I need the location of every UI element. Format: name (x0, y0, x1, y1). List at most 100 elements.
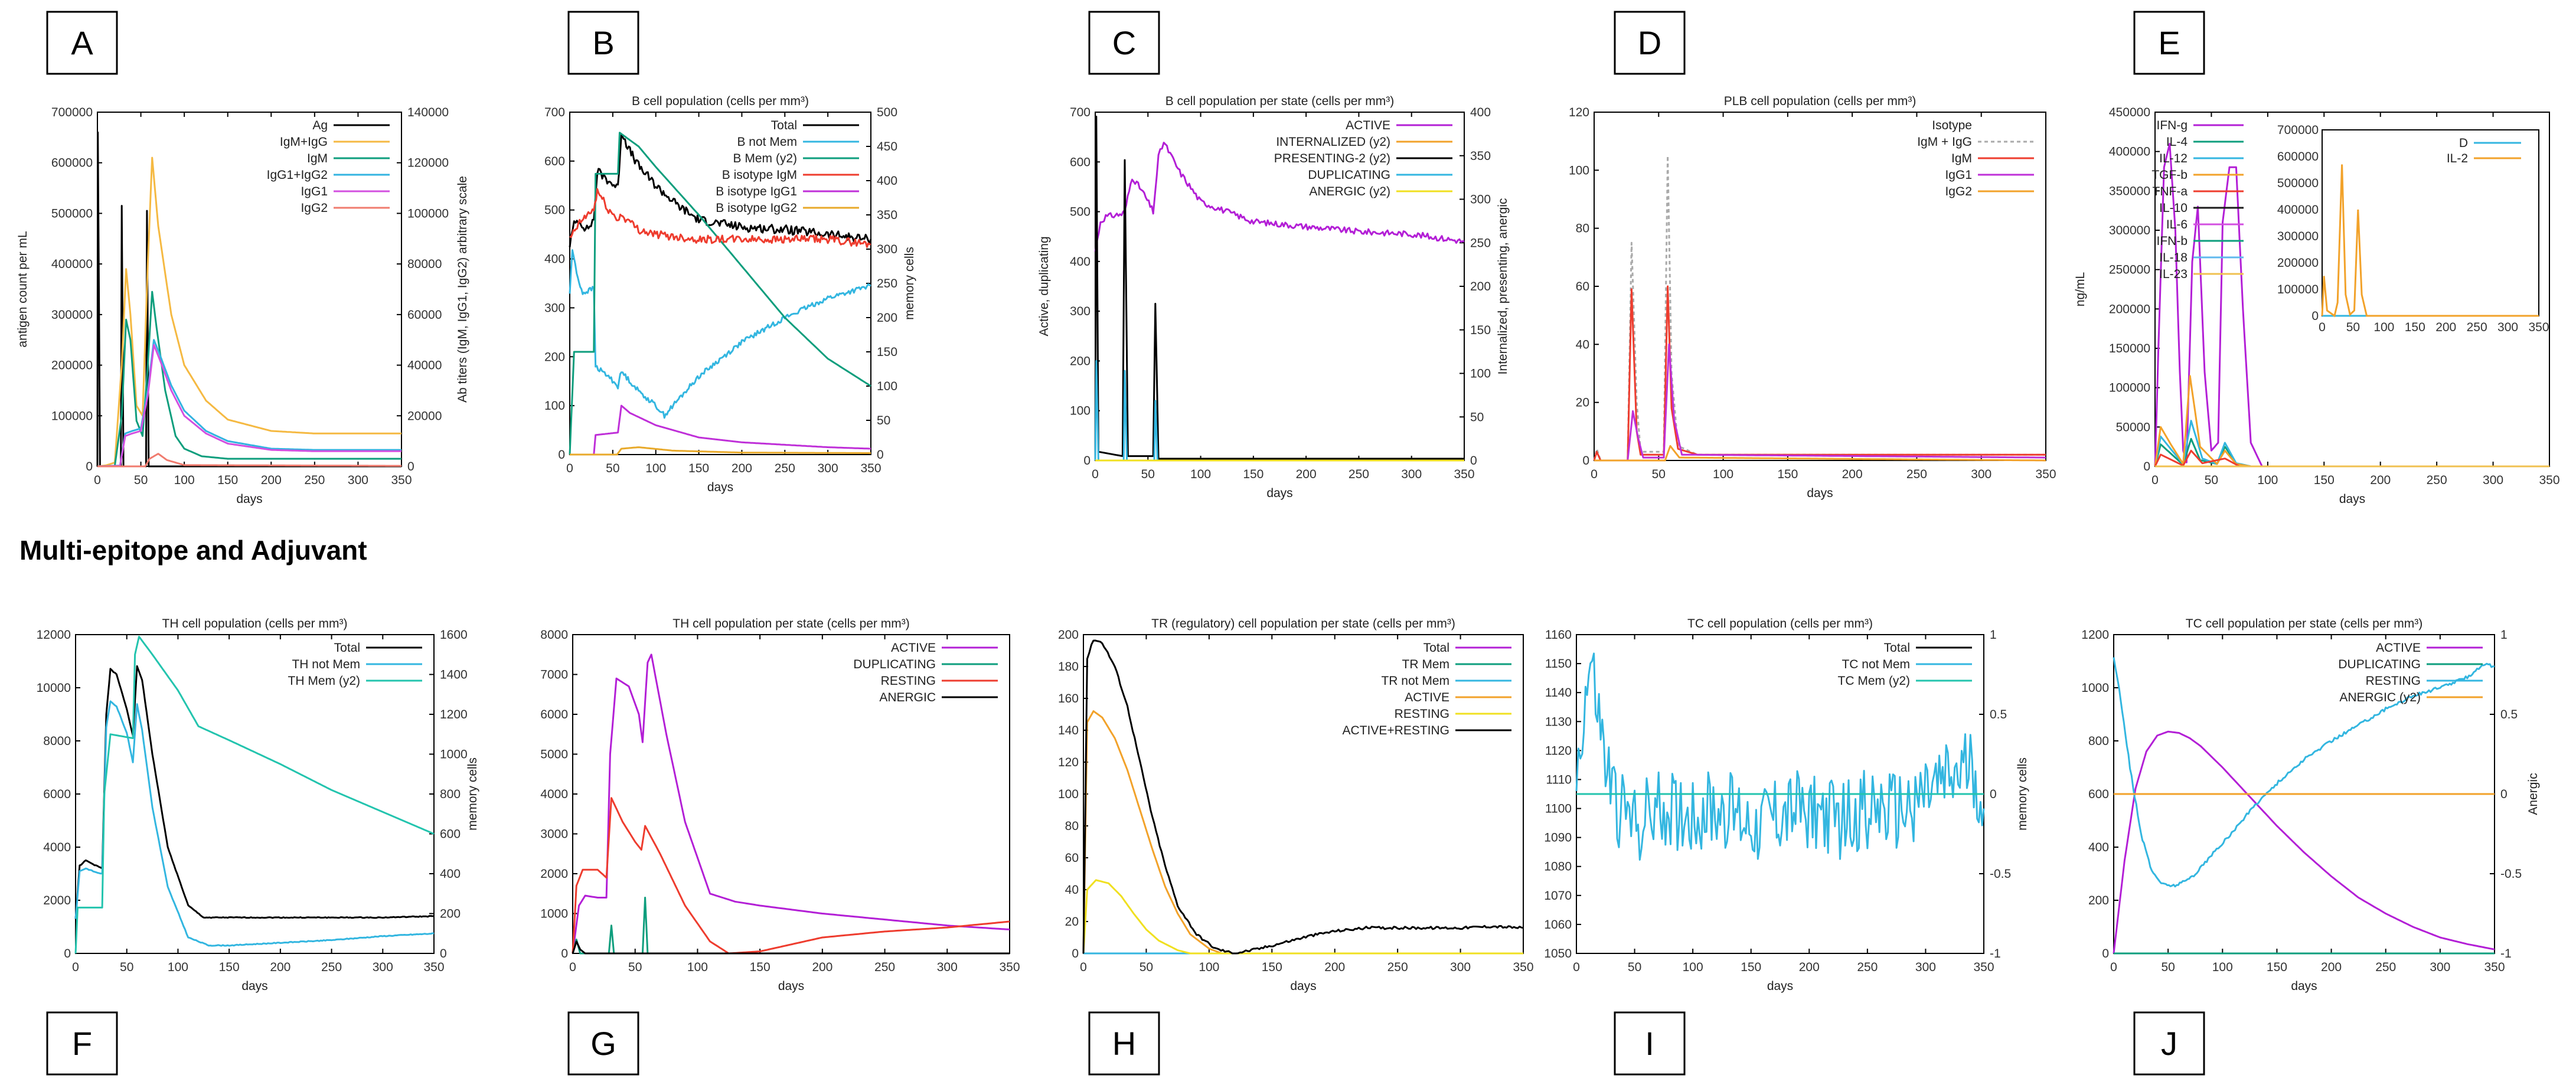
x-tick-label: 250 (874, 960, 895, 974)
series-line-anergic (572, 940, 1010, 955)
legend-label: IgG2 (1945, 185, 1972, 198)
inset-chart: 0 50 100 150 200 250 300 350 0 100000 200000 300000… (2277, 123, 2549, 334)
y-tick-label: 1090 (1544, 831, 1572, 845)
y2-tick-label: 20000 (407, 409, 442, 423)
series-line-igg2 (1594, 445, 2046, 462)
y-axis-label: antigen count per mL (16, 231, 30, 347)
legend-label: ANERGIC (y2) (2339, 691, 2421, 704)
x-tick-label: 300 (1450, 960, 1471, 974)
y-tick-label: 100 (1569, 164, 1589, 177)
x-tick-label: 300 (1971, 468, 1991, 481)
series-line-resting (1082, 879, 1523, 955)
y-tick-label: 50000 (2116, 420, 2150, 434)
x-tick-label: 200 (2370, 473, 2391, 487)
legend-label: ACTIVE+RESTING (1343, 724, 1449, 737)
y-tick-label: 120 (1058, 756, 1079, 769)
y2-tick-label: 0 (2500, 788, 2508, 801)
legend-label: ANERGIC (879, 691, 936, 704)
y2-tick-label: -1 (1990, 947, 2001, 960)
y2-tick-label: 0.5 (2500, 708, 2518, 721)
legend-label: IL-12 (2159, 152, 2188, 165)
chart-title: TR (regulatory) cell population per stat… (1151, 617, 1455, 630)
y-tick-label: 300 (1070, 305, 1091, 318)
panel-label-text: H (1112, 1025, 1136, 1062)
y-tick-label: 0 (1072, 947, 1079, 960)
y-tick-label: 700 (544, 106, 565, 119)
y-tick-label: 1200 (2081, 628, 2109, 642)
series-line-resting (572, 797, 1010, 955)
y-tick-label: 600 (1070, 155, 1091, 169)
panel-label-text: A (71, 24, 93, 61)
chart-title: TC cell population (cells per mm³) (1687, 617, 1873, 630)
legend-label: TH not Mem (292, 658, 360, 671)
inset-x-tick-label: 0 (2319, 321, 2326, 334)
y-tick-label: 300000 (51, 308, 93, 322)
x-tick-label: 200 (1842, 468, 1863, 481)
legend-label: TNF-a (2153, 185, 2188, 198)
y-tick-label: 60 (1576, 280, 1589, 293)
chart-j: 0 50 100 150 200 250 300 350 0 200 400 600 800 1000 12… (2081, 617, 2540, 993)
y2-tick-label: -0.5 (1990, 867, 2011, 881)
legend-label: IgM+IgG (280, 135, 328, 149)
y-tick-label: 0 (1582, 454, 1589, 468)
y2-axis-label: memory cells (466, 757, 479, 831)
chart-title: TH cell population (cells per mm³) (162, 617, 348, 630)
panel-label-d: D (1614, 11, 1686, 75)
legend-label: ACTIVE (1346, 119, 1390, 132)
x-tick-label: 350 (2035, 468, 2056, 481)
x-tick-label: 150 (2314, 473, 2335, 487)
x-tick-label: 200 (261, 473, 282, 487)
legend-label: INTERNALIZED (y2) (1276, 135, 1390, 149)
series-line-b-isotype-igg2 (570, 446, 871, 456)
legend-label: RESTING (2366, 674, 2421, 688)
y2-tick-label: 1 (2500, 628, 2508, 642)
y-tick-label: 2000 (540, 867, 568, 881)
legend-label: B not Mem (737, 135, 797, 149)
series-line-active-resting (1082, 639, 1524, 955)
y-tick-label: 1000 (540, 907, 568, 921)
legend-label: Total (1424, 641, 1449, 655)
x-tick-label: 50 (2205, 473, 2218, 487)
plot-frame (572, 634, 1010, 954)
x-tick-label: 250 (1857, 960, 1878, 974)
series-line-b-isotype-igg1 (570, 404, 871, 456)
y2-tick-label: 1 (1990, 628, 1997, 642)
x-tick-label: 200 (2321, 960, 2342, 974)
legend-label: ACTIVE (891, 641, 936, 655)
legend-label: IgG2 (301, 201, 328, 215)
panel-label-text: F (72, 1025, 92, 1062)
x-tick-label: 250 (2427, 473, 2447, 487)
x-axis-label: days (236, 492, 262, 506)
y2-tick-label: 200 (1470, 280, 1491, 293)
plot-frame (1083, 634, 1524, 954)
x-tick-label: 100 (1713, 468, 1733, 481)
x-axis-label: days (1290, 979, 1316, 993)
y2-tick-label: 150 (1470, 324, 1491, 337)
y-tick-label: 6000 (43, 788, 71, 801)
chart-title: B cell population per state (cells per m… (1165, 94, 1395, 108)
inset-y-tick-label: 100000 (2277, 283, 2319, 296)
y-tick-label: 600 (2088, 788, 2109, 801)
chart-h: 0 50 100 150 200 250 300 350 0 20 40 60 80 100 120 140 1… (1058, 617, 1534, 993)
legend-label: IFN-g (2157, 119, 2188, 132)
series-line-presenting-2-y2- (1094, 115, 1464, 461)
y-tick-label: 150000 (2109, 342, 2150, 355)
y-tick-label: 0 (561, 947, 568, 960)
y-tick-label: 1050 (1544, 947, 1572, 960)
x-axis-label: days (1767, 979, 1793, 993)
panel-label-box (567, 1011, 639, 1076)
legend-label: DUPLICATING (1308, 168, 1390, 182)
y-tick-label: 1130 (1545, 715, 1572, 728)
x-tick-label: 150 (1777, 468, 1798, 481)
x-tick-label: 250 (1349, 468, 1369, 481)
panel-label-text: E (2158, 24, 2180, 61)
x-tick-label: 350 (2539, 473, 2559, 487)
panel-label-box (2133, 1011, 2205, 1076)
y-tick-label: 7000 (540, 668, 568, 682)
x-tick-label: 50 (1628, 960, 1641, 974)
series-line-tgf-b (2154, 375, 2549, 468)
y2-tick-label: 1200 (440, 708, 468, 721)
x-tick-label: 300 (937, 960, 958, 974)
x-tick-label: 300 (373, 960, 393, 974)
